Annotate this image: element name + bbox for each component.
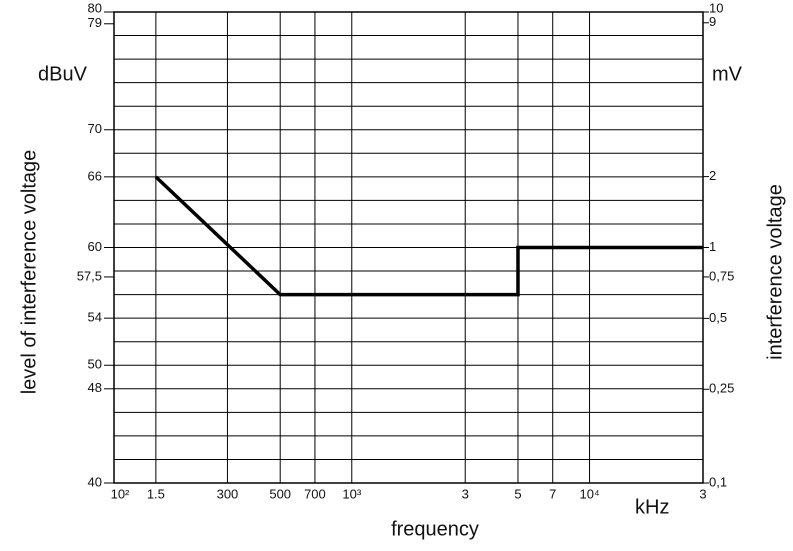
y-tick-label: 54	[88, 310, 102, 325]
x-tick-label: 10³	[342, 486, 361, 501]
y-tick-label: 79	[88, 15, 102, 30]
x-tick-label: 300	[217, 486, 239, 501]
x-tick-label: 7	[549, 486, 556, 501]
y-tick-label: 60	[88, 239, 102, 254]
y-axis-label: level of interference voltage	[18, 150, 40, 395]
y2-tick-label: 0,1	[709, 474, 727, 489]
x-tick-label: 500	[269, 486, 291, 501]
data-line	[154, 175, 703, 297]
y2-tick-label: 0,5	[709, 310, 727, 325]
x-tick-label: 3	[462, 486, 469, 501]
x-tick-label: 1.5	[147, 486, 165, 501]
y2-tick-label: 0,75	[709, 268, 734, 283]
y2-tick-label: 1	[709, 239, 716, 254]
y-tick-label: 48	[88, 380, 102, 395]
y-tick-label: 66	[88, 168, 102, 183]
y2-tick-label: 2	[709, 168, 716, 183]
x-tick-label: 10⁴	[580, 486, 600, 501]
y2-tick-label: 10	[709, 0, 723, 15]
y2-tick-label: 0,25	[709, 381, 734, 396]
y-tick-label: 70	[88, 121, 102, 136]
x-tick-label: 700	[304, 486, 326, 501]
y-unit: dBuV	[38, 63, 88, 85]
x-tick-label: 5	[514, 486, 521, 501]
x-tick-label: 3	[699, 486, 706, 501]
y2-unit: mV	[712, 63, 743, 85]
y-tick-label: 57,5	[77, 268, 102, 283]
y-tick-label: 40	[88, 474, 102, 489]
y2-tick-label: 9	[709, 14, 716, 29]
x-tick-label: 10²	[111, 486, 130, 501]
x-unit: kHz	[635, 496, 669, 518]
y2-axis-label: interference voltage	[764, 184, 786, 360]
y-tick-label: 50	[88, 357, 102, 372]
y-tick-label: 80	[88, 0, 102, 15]
x-axis-label: frequency	[391, 518, 479, 540]
